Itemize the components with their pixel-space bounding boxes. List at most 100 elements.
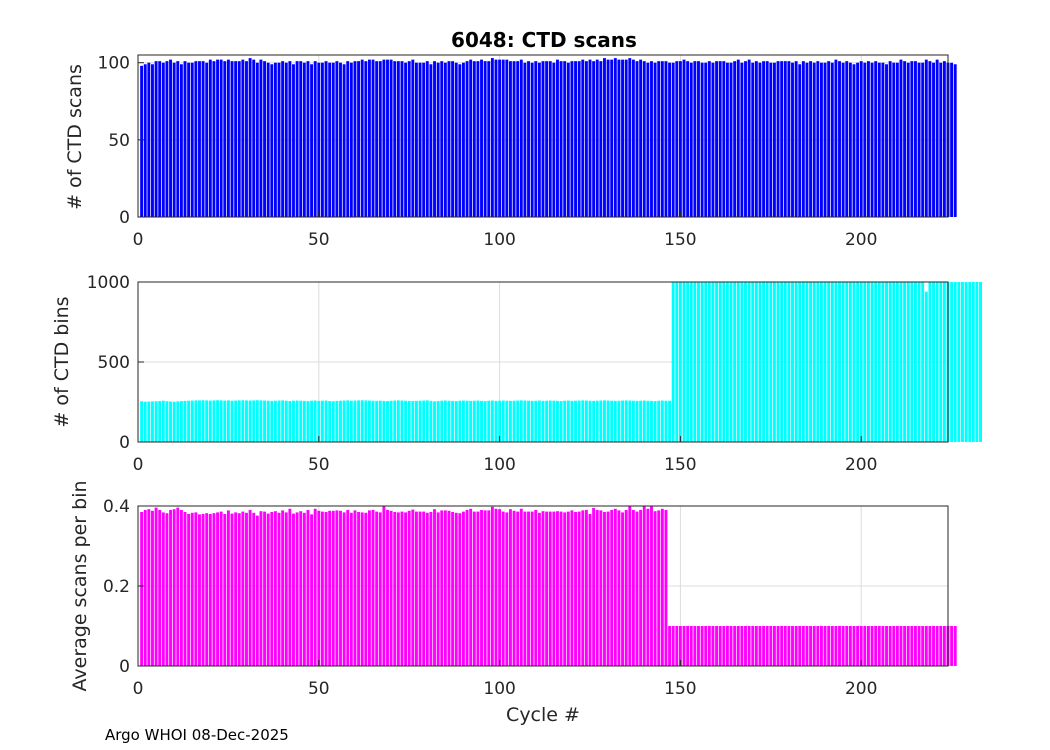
bar — [205, 400, 209, 442]
bar — [490, 400, 494, 442]
bar — [671, 282, 675, 442]
bar — [339, 400, 342, 442]
bar — [968, 282, 972, 442]
bar — [183, 400, 187, 442]
bar — [704, 626, 708, 666]
bar — [187, 400, 191, 442]
bar — [429, 400, 433, 442]
bar — [834, 59, 838, 217]
bar — [407, 400, 411, 442]
bar — [747, 626, 751, 666]
bar — [859, 61, 863, 217]
bar — [418, 62, 422, 218]
bar — [480, 400, 483, 442]
bar — [519, 59, 523, 217]
bar — [454, 62, 458, 218]
bar — [237, 513, 241, 666]
bar — [176, 401, 180, 442]
x-tick-label: 200 — [845, 679, 877, 699]
bar — [277, 400, 281, 442]
bar — [367, 59, 371, 217]
bar — [650, 400, 653, 442]
y-tick-label: 0 — [119, 657, 130, 677]
bar — [704, 62, 708, 218]
bar — [932, 282, 935, 442]
bar — [198, 400, 201, 442]
bar — [856, 626, 860, 666]
bar — [198, 514, 201, 666]
bar — [190, 400, 194, 442]
bar — [389, 59, 393, 217]
bar — [295, 400, 299, 442]
bar — [762, 282, 766, 442]
bar — [725, 62, 729, 218]
bar — [725, 282, 729, 442]
bar — [559, 511, 563, 666]
bar — [483, 401, 487, 442]
bar — [697, 626, 700, 666]
bar — [642, 400, 646, 442]
bar — [212, 400, 216, 442]
bar — [892, 62, 896, 218]
bar — [631, 59, 635, 217]
bar — [509, 509, 512, 666]
bar — [270, 64, 274, 217]
bar — [346, 400, 350, 442]
bar — [386, 510, 389, 666]
bar — [910, 282, 914, 442]
x-tick-label: 150 — [664, 455, 696, 475]
bar — [563, 512, 567, 666]
bar — [888, 282, 892, 442]
bar — [592, 400, 596, 442]
bar — [317, 62, 321, 218]
bar — [693, 626, 697, 666]
bar — [772, 282, 776, 442]
bar — [563, 61, 567, 217]
bar — [950, 626, 954, 666]
bar — [223, 514, 227, 666]
bar — [584, 61, 588, 217]
bar — [704, 282, 708, 442]
bar — [653, 511, 657, 666]
bar — [577, 61, 581, 217]
bar — [335, 61, 339, 217]
bar — [801, 626, 805, 666]
bar — [939, 626, 943, 666]
bar — [273, 62, 277, 218]
bar — [856, 282, 860, 442]
bar — [371, 400, 375, 442]
bar — [657, 510, 661, 666]
bar — [161, 62, 165, 218]
bar — [942, 626, 946, 666]
bar — [617, 59, 621, 217]
bar — [154, 401, 158, 442]
footer-credit: Argo WHOI 08-Dec-2025 — [105, 726, 289, 744]
bar — [964, 282, 968, 442]
bar — [288, 508, 292, 666]
bar — [541, 511, 545, 666]
bar — [664, 400, 668, 442]
bar — [852, 626, 856, 666]
bar — [914, 61, 917, 217]
bar — [143, 510, 147, 666]
bar — [675, 282, 679, 442]
bar — [885, 282, 888, 442]
bar — [523, 511, 527, 666]
bar — [700, 626, 704, 666]
bar — [776, 626, 780, 666]
bar — [935, 59, 939, 217]
bar — [205, 513, 209, 666]
bar — [660, 400, 664, 442]
bar — [888, 61, 892, 217]
bar — [689, 62, 693, 218]
bar — [762, 61, 766, 217]
bar — [487, 400, 491, 442]
bar — [780, 61, 784, 217]
bar — [584, 400, 588, 442]
bar — [404, 62, 408, 218]
x-tick-label: 150 — [664, 679, 696, 699]
bar — [386, 59, 389, 217]
bar — [263, 61, 267, 217]
bar — [718, 282, 722, 442]
bar — [845, 626, 849, 666]
